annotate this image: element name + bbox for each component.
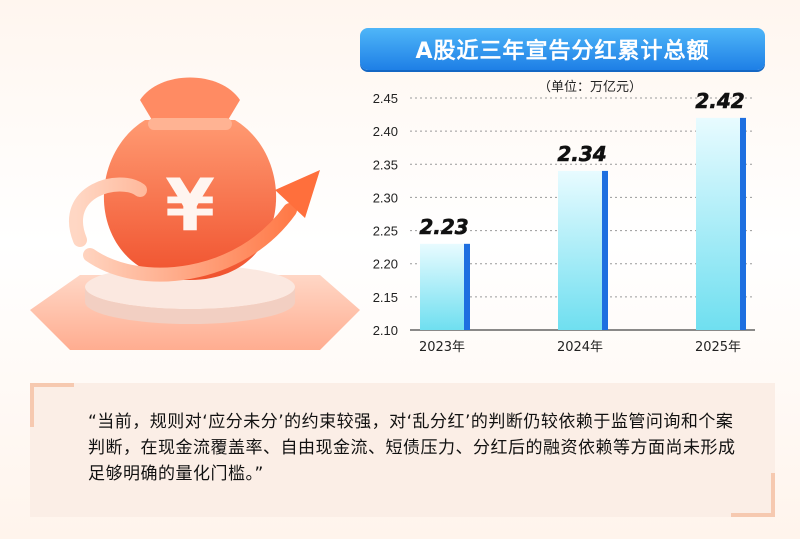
bag-body xyxy=(103,120,277,280)
bar-side xyxy=(602,170,608,330)
y-tick-label: 2.40 xyxy=(373,124,398,139)
quote-box: “当前，规则对‘应分未分’的约束较强，对‘乱分红’的判断仍较依赖于监管问询和个案… xyxy=(30,383,775,517)
y-tick-label: 2.45 xyxy=(373,91,398,106)
bar-value-label: 2.42 xyxy=(695,89,744,113)
y-tick-label: 2.25 xyxy=(373,224,398,239)
yen-symbol: ¥ xyxy=(165,163,215,247)
bar-value-label: 2.23 xyxy=(419,215,468,239)
bar xyxy=(420,243,464,330)
y-tick-label: 2.20 xyxy=(373,257,398,272)
chart-title: A股近三年宣告分红累计总额 xyxy=(360,28,765,70)
arrow-head xyxy=(275,170,320,218)
y-tick-label: 2.10 xyxy=(373,323,398,338)
y-tick-label: 2.30 xyxy=(373,190,398,205)
bar-side xyxy=(464,243,470,330)
x-tick-label: 2025年 xyxy=(695,340,741,355)
bar-side xyxy=(740,117,746,330)
quote-corner-bottom-right xyxy=(731,473,775,517)
y-tick-label: 2.35 xyxy=(373,157,398,172)
bar xyxy=(558,170,602,330)
bar-chart: 2.45 2.40 2.35 2.30 2.25 2.20 2.15 2.10 2.23 2023… xyxy=(373,89,755,355)
bar-value-label: 2.34 xyxy=(557,142,606,166)
unit-label: （单位：万亿元） xyxy=(537,80,642,95)
pedestal-side xyxy=(85,287,295,324)
quote-corner-top-left xyxy=(30,383,74,427)
money-bag-illustration: ¥ xyxy=(30,77,360,350)
quote-text: “当前，规则对‘应分未分’的约束较强，对‘乱分红’的判断仍较依赖于监管问询和个案… xyxy=(88,412,736,484)
y-tick-label: 2.15 xyxy=(373,290,398,305)
x-tick-label: 2023年 xyxy=(419,340,465,355)
growth-arrow xyxy=(69,177,297,282)
bag-neck xyxy=(140,77,240,125)
x-tick-label: 2024年 xyxy=(557,340,603,355)
bar xyxy=(696,117,740,330)
bag-tie xyxy=(148,118,232,130)
